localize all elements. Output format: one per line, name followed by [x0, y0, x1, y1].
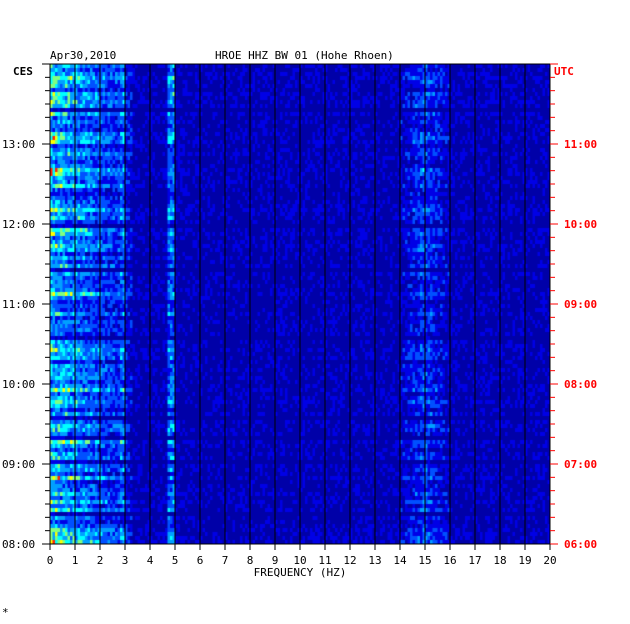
x-tick-label: 12: [343, 554, 356, 567]
x-tick-label: 5: [172, 554, 179, 567]
x-tick-label: 3: [122, 554, 129, 567]
x-axis-label: FREQUENCY (HZ): [254, 566, 347, 579]
x-tick-label: 9: [272, 554, 279, 567]
x-tick-label: 2: [97, 554, 104, 567]
right-tick-label: 09:00: [564, 298, 597, 311]
right-tick-label: 11:00: [564, 138, 597, 151]
x-tick-label: 11: [318, 554, 331, 567]
chart-date: Apr30,2010: [50, 49, 116, 62]
x-tick-label: 8: [247, 554, 254, 567]
x-tick-label: 15: [418, 554, 431, 567]
right-tick-label: 10:00: [564, 218, 597, 231]
right-axis-label: UTC: [554, 65, 574, 78]
x-tick-label: 1: [72, 554, 79, 567]
x-tick-label: 4: [147, 554, 154, 567]
left-tick-label: 12:00: [2, 218, 35, 231]
left-tick-label: 13:00: [2, 138, 35, 151]
right-tick-label: 06:00: [564, 538, 597, 551]
x-tick-label: 0: [47, 554, 54, 567]
x-tick-label: 20: [543, 554, 556, 567]
right-tick-label: 07:00: [564, 458, 597, 471]
left-tick-label: 08:00: [2, 538, 35, 551]
right-tick-label: 08:00: [564, 378, 597, 391]
x-tick-label: 16: [443, 554, 456, 567]
x-tick-label: 18: [493, 554, 506, 567]
frequency-grid: [49, 63, 551, 545]
left-axis-label: CES: [13, 65, 33, 78]
left-tick-label: 09:00: [2, 458, 35, 471]
right-time-axis: 06:00 07:00 08:00 09:00 10:00 11:00: [550, 63, 597, 551]
x-tick-label: 14: [393, 554, 407, 567]
x-tick-label: 6: [197, 554, 204, 567]
x-tick-label: 13: [368, 554, 381, 567]
left-tick-label: 11:00: [2, 298, 35, 311]
x-tick-label: 7: [222, 554, 229, 567]
left-tick-label: 10:00: [2, 378, 35, 391]
left-time-axis: 08:00 09:00 10:00 11:00 12:00 13:00: [2, 63, 50, 551]
x-tick-label: 19: [518, 554, 531, 567]
x-tick-label: 10: [293, 554, 306, 567]
footer-mark: *: [2, 606, 9, 619]
frequency-axis: 0 1 2 3 4 5 6 7 8 9 10 11 12 13 14 15 16 17 18 19 20: [47, 544, 557, 567]
chart-title: HROE HHZ BW 01 (Hohe Rhoen): [215, 49, 394, 62]
x-tick-label: 17: [468, 554, 481, 567]
